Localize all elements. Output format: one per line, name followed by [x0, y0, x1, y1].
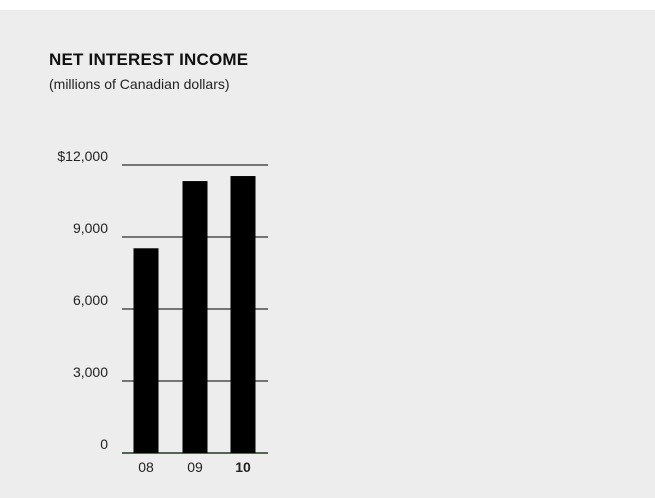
x-tick-label: 08: [138, 459, 154, 475]
chart-title: NET INTEREST INCOME: [49, 50, 249, 69]
chart-subtitle: (millions of Canadian dollars): [49, 76, 230, 92]
y-tick-label: 0: [100, 436, 108, 452]
chart-panel: NET INTEREST INCOME (millions of Canadia…: [0, 10, 655, 498]
x-tick-label: 09: [187, 459, 203, 475]
y-tick-label: 9,000: [73, 220, 108, 236]
y-tick-label: $12,000: [57, 148, 108, 164]
x-tick-label: 10: [235, 459, 251, 475]
bar: [133, 248, 159, 453]
bar: [182, 181, 208, 453]
bar: [230, 176, 256, 454]
y-tick-label: 6,000: [73, 292, 108, 308]
y-tick-label: 3,000: [73, 364, 108, 380]
